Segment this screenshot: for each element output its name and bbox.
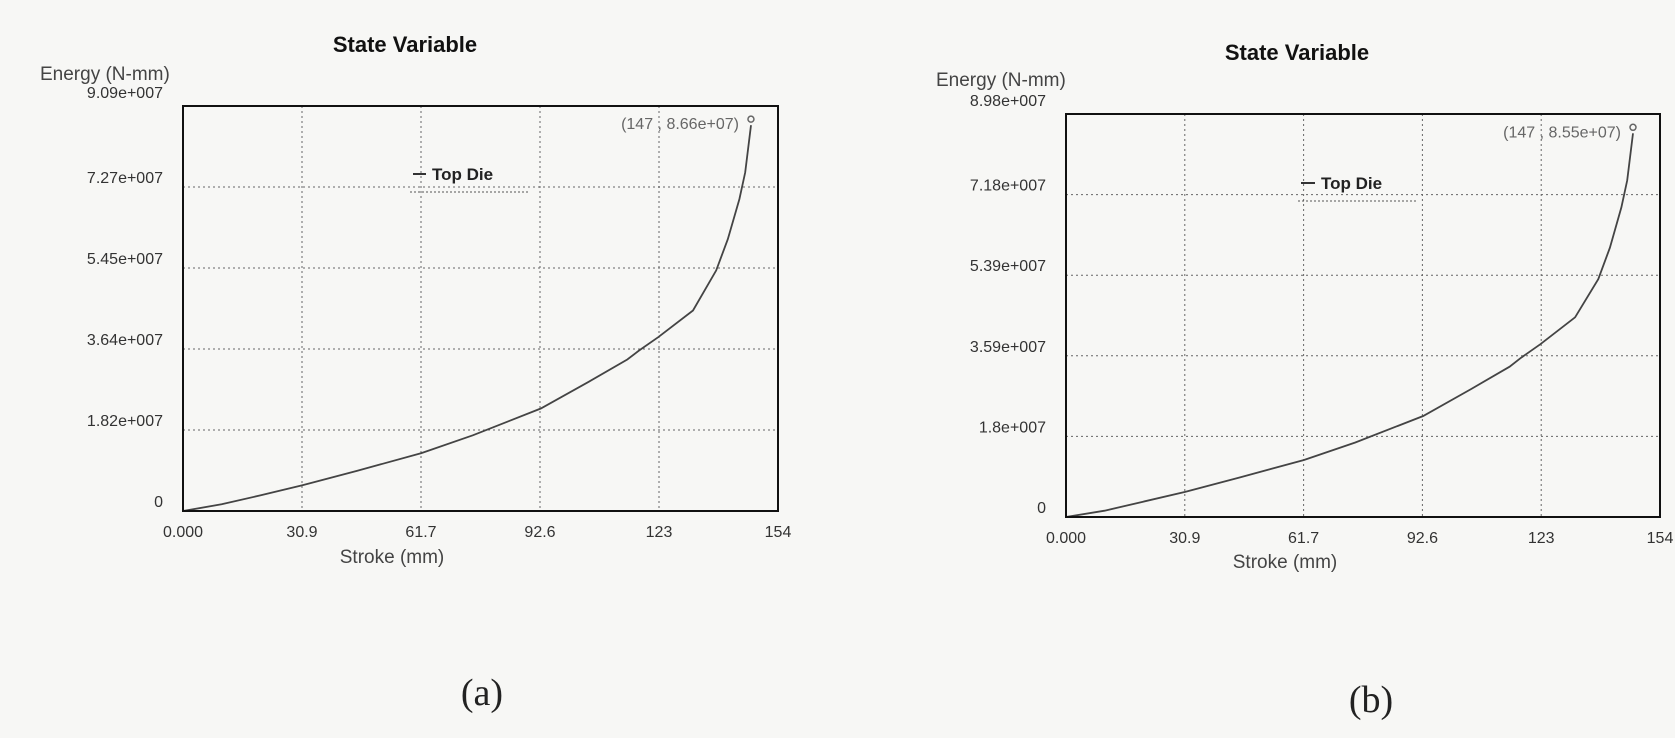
end-point-annotation: (147 , 8.66e+07) — [621, 116, 739, 133]
y-axis-label: Energy (N-mm) — [936, 70, 1066, 91]
end-point-marker — [1629, 123, 1637, 132]
y-tick-label: 1.82e+007 — [87, 413, 163, 430]
legend-label: Top Die — [1321, 174, 1382, 193]
y-tick-label: 7.27e+007 — [87, 170, 163, 187]
y-tick-label: 5.39e+007 — [970, 258, 1046, 275]
x-tick-label: 0.000 — [163, 524, 203, 541]
y-tick-label: 5.45e+007 — [87, 251, 163, 268]
series-line-top-die — [182, 125, 752, 512]
y-tick-label: 9.09e+007 — [87, 85, 163, 102]
chart-panel-b: State Variable Energy (N-mm) Stroke (mm)… — [936, 40, 1673, 721]
y-ticks: 0 1.8e+007 3.59e+007 5.39e+007 7.18e+007 8.98… — [970, 93, 1046, 517]
x-tick-label: 61.7 — [405, 524, 436, 541]
y-tick-label: 7.18e+007 — [970, 178, 1046, 195]
grid — [1066, 114, 1660, 517]
x-tick-label: 123 — [646, 524, 673, 541]
y-tick-label: 1.8e+007 — [979, 419, 1046, 436]
x-tick-label: 92.6 — [1407, 530, 1438, 547]
x-tick-label: 30.9 — [286, 524, 317, 541]
grid — [183, 106, 778, 511]
legend: Top Die — [410, 165, 528, 193]
chart-panel-a: State Variable Energy (N-mm) Stroke (mm)… — [40, 32, 791, 714]
caption: (b) — [1349, 679, 1393, 721]
plot-frame — [182, 105, 779, 512]
caption: (a) — [461, 672, 503, 714]
y-tick-label: 0 — [1037, 500, 1046, 517]
y-ticks: 0 1.82e+007 3.64e+007 5.45e+007 7.27e+007 9.0… — [87, 85, 163, 511]
x-tick-label: 123 — [1528, 530, 1555, 547]
x-ticks: 0.000 30.9 61.7 92.6 123 154 — [1046, 530, 1673, 547]
x-tick-label: 61.7 — [1288, 530, 1319, 547]
y-tick-label: 8.98e+007 — [970, 93, 1046, 110]
end-point-annotation: (147 , 8.55e+07) — [1503, 124, 1621, 141]
series-line-top-die — [1065, 133, 1634, 518]
chart-title: State Variable — [1225, 40, 1369, 65]
y-tick-label: 0 — [154, 494, 163, 511]
end-point-marker — [747, 115, 755, 123]
x-axis-label: Stroke (mm) — [340, 547, 445, 568]
x-axis-label: Stroke (mm) — [1233, 552, 1338, 573]
plot-frame — [1065, 113, 1661, 518]
y-tick-label: 3.64e+007 — [87, 332, 163, 349]
x-ticks: 0.000 30.9 61.7 92.6 123 154 — [163, 524, 791, 541]
y-axis-label: Energy (N-mm) — [40, 64, 170, 85]
legend-label: Top Die — [432, 165, 493, 184]
x-tick-label: 30.9 — [1169, 530, 1200, 547]
x-tick-label: 154 — [1647, 530, 1674, 547]
legend: Top Die — [1298, 174, 1416, 202]
x-tick-label: 0.000 — [1046, 530, 1086, 547]
x-tick-label: 154 — [765, 524, 792, 541]
x-tick-label: 92.6 — [524, 524, 555, 541]
chart-title: State Variable — [333, 32, 477, 57]
y-tick-label: 3.59e+007 — [970, 339, 1046, 356]
